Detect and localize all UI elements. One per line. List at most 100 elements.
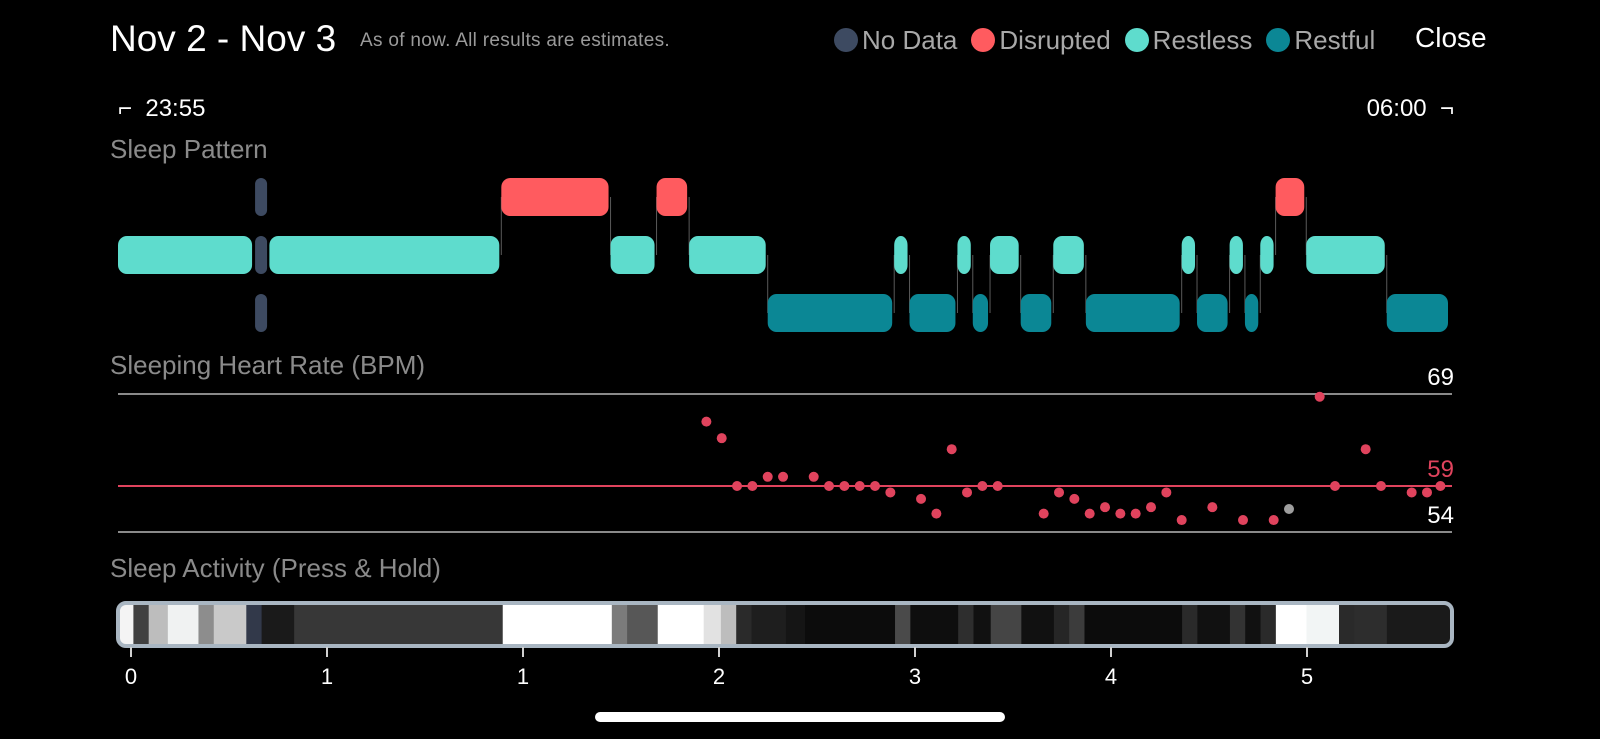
sleep-segment-restless — [1260, 236, 1274, 274]
activity-cell — [148, 604, 169, 644]
sleep-segment-restless — [957, 236, 971, 274]
sleep-segment-disrupted — [501, 178, 609, 216]
heart-rate-point — [1422, 487, 1433, 498]
sleep-segment-restless — [269, 236, 500, 274]
activity-cell — [1197, 604, 1231, 644]
activity-cell — [1354, 604, 1388, 644]
activity-cell — [213, 604, 247, 644]
heart-rate-point — [747, 481, 758, 491]
sleep-segment-restless — [610, 236, 655, 274]
sleep-segment-restless — [689, 236, 766, 274]
heart-rate-point — [1238, 515, 1249, 526]
heart-rate-axis-label: 59 — [1427, 456, 1454, 483]
activity-cell — [751, 604, 787, 644]
heart-rate-axis-label: 69 — [1427, 364, 1454, 391]
activity-cell — [246, 604, 263, 644]
activity-cell — [1386, 604, 1451, 644]
activity-cell — [958, 604, 974, 644]
start-bracket-icon: ⌐ — [118, 95, 133, 122]
activity-axis-label: 0 — [125, 664, 137, 689]
activity-cell — [720, 604, 737, 644]
heart-rate-point — [716, 433, 727, 444]
activity-cell — [703, 604, 722, 644]
home-indicator[interactable] — [595, 712, 1005, 722]
legend-dot-icon — [1124, 28, 1149, 52]
activity-axis-label: 1 — [321, 664, 333, 689]
sleep-segment-restful — [1244, 294, 1259, 332]
activity-cell — [1245, 604, 1262, 644]
heart-rate-point — [870, 481, 881, 491]
heart-rate-point — [762, 471, 773, 482]
legend-item-no-data: No Data — [834, 25, 957, 56]
sleep-segment-restful — [767, 294, 893, 332]
activity-axis-label: 2 — [713, 664, 725, 689]
activity-cell — [502, 604, 613, 644]
sleep-segment-restful — [1386, 294, 1448, 332]
heart-rate-point — [1161, 487, 1172, 498]
end-time-label: 06:00 — [1366, 95, 1427, 122]
heart-rate-point — [701, 416, 712, 427]
activity-axis-label: 5 — [1301, 664, 1313, 689]
sleep-segment-restless — [1229, 236, 1243, 274]
heart-rate-point — [962, 487, 973, 498]
activity-axis-label: 4 — [1105, 664, 1117, 689]
sleep-activity-chart: 0 1 1 2 3 4 5 — [116, 601, 1454, 689]
heart-rate-point — [839, 481, 850, 491]
legend-dot-icon — [1266, 28, 1291, 52]
heart-rate-point — [992, 481, 1003, 491]
end-bracket-icon: ¬ — [1439, 95, 1454, 122]
activity-cell — [910, 604, 959, 644]
activity-cell — [1182, 604, 1198, 644]
legend-item-disrupted: Disrupted — [971, 25, 1111, 56]
heart-rate-point — [1176, 515, 1187, 526]
activity-cell — [1069, 604, 1085, 644]
heart-rate-point — [977, 481, 988, 491]
heart-rate-point — [1330, 481, 1341, 491]
end-time: 06:00 ¬ — [1367, 95, 1454, 123]
activity-cell — [1275, 604, 1307, 644]
heart-rate-point — [732, 481, 743, 491]
heart-rate-point — [1268, 515, 1279, 526]
sleep-activity-heading: Sleep Activity (Press & Hold) — [110, 553, 441, 583]
sleep-pattern-heading: Sleep Pattern — [110, 134, 268, 164]
activity-cell — [1053, 604, 1070, 644]
heart-rate-point — [1100, 502, 1111, 513]
activity-cell — [167, 604, 199, 644]
sleep-segment-no-data — [255, 294, 268, 332]
start-time: ⌐ 23:55 — [118, 95, 205, 123]
sleep-segment-restless — [990, 236, 1019, 274]
legend-label: No Data — [862, 24, 958, 55]
activity-cell — [120, 604, 134, 644]
heart-rate-point — [1360, 444, 1371, 455]
heart-rate-point — [1406, 487, 1417, 498]
heart-rate-point — [1054, 487, 1065, 498]
heart-rate-point — [1115, 508, 1126, 519]
heart-rate-point — [1069, 493, 1080, 504]
heart-rate-point — [885, 487, 896, 498]
activity-cell — [1306, 604, 1340, 644]
activity-cell — [990, 604, 1022, 644]
sleep-segment-restless — [1053, 236, 1084, 274]
heart-rate-heading: Sleeping Heart Rate (BPM) — [110, 350, 426, 380]
activity-cell — [1339, 604, 1355, 644]
legend-item-restful: Restful — [1266, 25, 1375, 56]
sleep-segment-disrupted — [1275, 178, 1305, 216]
sleep-segment-restful — [1020, 294, 1052, 332]
sleep-segment-disrupted — [656, 178, 688, 216]
heart-rate-point — [1130, 508, 1141, 519]
close-button[interactable]: Close — [1415, 22, 1487, 53]
activity-cell — [973, 604, 992, 644]
sleep-segment-restful — [972, 294, 989, 332]
heart-rate-point — [946, 444, 957, 455]
activity-bar-frame — [116, 601, 1454, 648]
heart-rate-point — [808, 471, 819, 482]
activity-cell — [736, 604, 753, 644]
heart-rate-point — [854, 481, 865, 491]
activity-cell — [805, 604, 896, 644]
sleep-segment-restful — [1085, 294, 1180, 332]
activity-cell — [611, 604, 628, 644]
estimate-note: As of now. All results are estimates. — [360, 30, 670, 51]
sleep-segment-restful — [909, 294, 956, 332]
heart-rate-point — [824, 481, 835, 491]
